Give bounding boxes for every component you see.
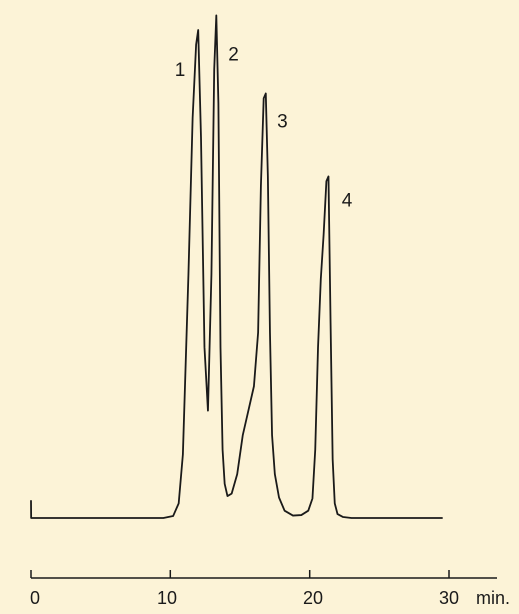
x-tick-label-20: 20 (303, 588, 323, 608)
trace-layer (30, 14, 443, 519)
chromatogram-trace-0 (30, 14, 443, 519)
x-tick-label-10: 10 (157, 588, 177, 608)
peak-label-4: 4 (342, 190, 353, 211)
x-tick-label-30: 30 (439, 588, 459, 608)
x-unit-label: min. (476, 588, 510, 608)
peak-label-3: 3 (277, 111, 288, 132)
x-tick-label-0: 0 (30, 588, 40, 608)
peak-label-layer: 1 2 3 4 (175, 44, 353, 211)
peak-label-2: 2 (228, 44, 239, 65)
x-tick-layer: 0 10 20 30 (30, 570, 459, 608)
peak-label-1: 1 (175, 60, 186, 81)
x-axis: 0 10 20 30 min. (30, 570, 510, 608)
